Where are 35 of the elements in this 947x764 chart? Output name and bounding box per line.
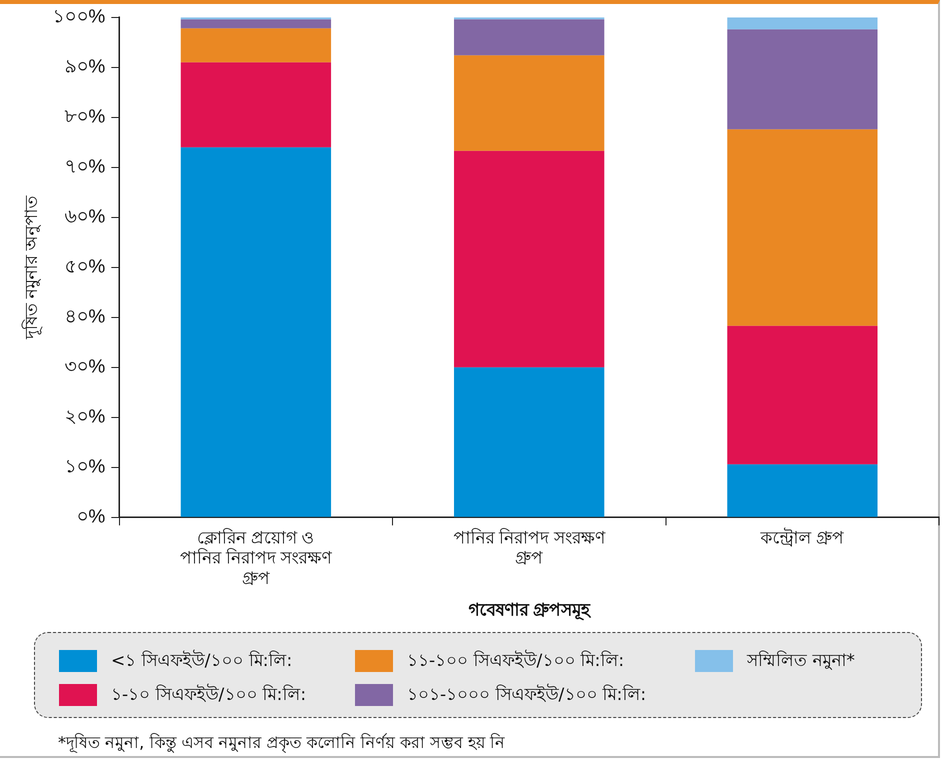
bar: [727, 464, 878, 517]
x-tick-label: ক্লোরিন প্রয়োগ ও পানির নিরাপদ সংরক্ষণ গ্রুপ: [180, 527, 333, 588]
legend-label: সম্মিলিত নমুনা*: [747, 650, 855, 673]
y-tick-label: ১০০%: [52, 6, 106, 28]
legend-label: ১১-১০০ সিএফইউ/১০০ মি:লি:: [407, 648, 624, 673]
bar: [727, 29, 878, 130]
y-tick-label: ৪০%: [64, 306, 106, 328]
bar: [727, 326, 878, 464]
x-tick-label: পানির নিরাপদ সংরক্ষণ গ্রুপ: [453, 527, 606, 568]
y-tick-label: ০%: [76, 506, 106, 528]
bar: [454, 367, 604, 517]
bar: [727, 17, 878, 30]
y-tick-label: ৮০%: [64, 106, 106, 128]
y-tick-label: ৫০%: [64, 256, 106, 278]
bar: [454, 19, 604, 56]
bar: [180, 147, 332, 517]
y-tick-label: ২০%: [64, 406, 106, 428]
legend-label: <১ সিএফইউ/১০০ মি:লি:: [111, 648, 292, 673]
bar: [180, 62, 332, 148]
x-tick-label: কন্ট্রোল গ্রুপ: [760, 527, 844, 548]
bar: [727, 129, 878, 326]
bar: [180, 28, 332, 62]
bar: [454, 150, 604, 368]
y-tick-label: ৯০%: [64, 56, 106, 78]
y-tick-label: ১০%: [64, 456, 106, 478]
bar: [454, 55, 604, 151]
y-tick-label: ৩০%: [64, 356, 106, 378]
legend-label: ১-১০ সিএফইউ/১০০ মি:লি:: [111, 682, 306, 707]
y-tick-label: ৬০%: [64, 206, 106, 228]
x-axis-title: গবেষণার গ্রুপসমূহ: [468, 600, 592, 620]
legend-label: ১০১-১০০০ সিএফইউ/১০০ মি:লি:: [407, 682, 646, 707]
y-axis-title: দূষিত নমুনার অনুপাত: [20, 196, 42, 340]
bar: [180, 19, 332, 28]
text: *দূষিত নমুনা, কিন্তু এসব নমুনার প্রকৃত কলোনি নির্ণয় করা সম্ভব হয় নি: [58, 732, 506, 755]
y-tick-label: ৭০%: [64, 156, 106, 178]
